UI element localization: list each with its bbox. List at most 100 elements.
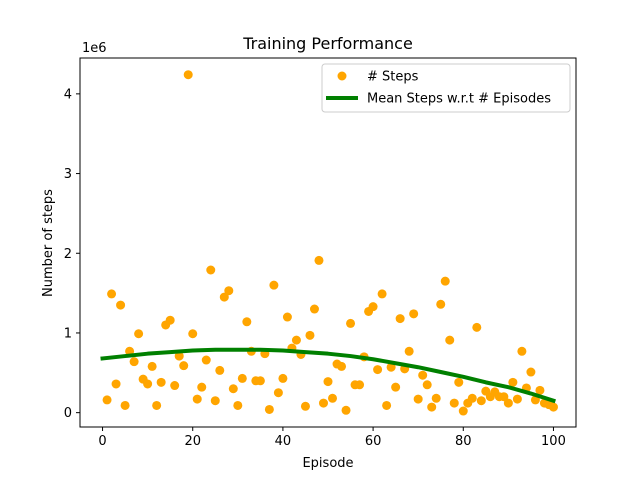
x-tick-label: 100 [541,434,566,449]
scatter-point [314,255,324,265]
scatter-point [147,361,157,371]
mean-steps-line [100,347,556,404]
scatter-point [206,265,216,275]
scatter-point [499,392,509,402]
scatter-point [526,367,536,377]
plot-area [100,70,558,416]
scatter-point [467,393,477,403]
scatter-point [346,318,356,328]
scatter-point [409,309,419,319]
scatter-point [373,365,383,375]
scatter-point [228,384,238,394]
scatter-point [102,395,112,405]
scatter-point [449,398,459,408]
scatter-point [458,406,468,416]
scatter-point [179,361,189,371]
scatter-point [237,373,247,383]
x-tick-label: 60 [365,434,382,449]
y-tick-label: 4 [64,87,72,102]
scatter-point [503,398,513,408]
legend-marker-steps [337,71,347,81]
scatter-point [476,396,486,406]
y-tick-label: 0 [64,406,72,421]
scatter-point [391,382,401,392]
scatter-point [382,400,392,410]
y-tick-label: 1 [64,326,72,341]
scatter-point [197,382,207,392]
y-tick-label: 2 [64,247,72,262]
y-tick-label: 3 [64,167,72,182]
scatter-point [273,388,283,398]
scatter-point [305,330,315,340]
scatter-point [152,400,162,410]
scatter-point [300,401,310,411]
scatter-point [535,385,545,395]
scatter-point [219,292,229,302]
scatter-point [183,70,193,80]
axes: 0 20 40 60 80 100 0 1 2 3 4 [64,57,577,449]
scatter-point [174,351,184,361]
axes-frame [79,57,577,428]
scatter-point [418,370,428,380]
x-tick-label: 0 [98,434,106,449]
scatter-point [318,398,328,408]
scatter-point [427,402,437,412]
legend-label-mean: Mean Steps w.r.t # Episodes [367,92,551,107]
scatter-point [201,355,211,365]
scatter-point [210,396,220,406]
scatter-point [323,377,333,387]
scatter-point [337,361,347,371]
x-tick-label: 20 [184,434,201,449]
scatter-point [413,394,423,404]
scatter-point [422,380,432,390]
scatter-point [282,312,292,322]
scatter-point [355,380,365,390]
scatter-point [404,346,414,356]
scatter-point [188,329,198,339]
x-axis-label: Episode [302,456,353,471]
scatter-point [368,302,378,312]
scatter-point [328,393,338,403]
x-tick-label: 80 [455,434,472,449]
scatter-point [224,286,234,296]
scatter-point [215,365,225,375]
scatter-point [111,379,121,389]
scatter-point [548,402,558,412]
scatter-point [269,280,279,290]
scatter-point [517,346,527,356]
scatter-point [255,376,265,386]
scatter-point [454,377,464,387]
chart-title: Training Performance [242,34,413,53]
scatter-point [107,289,117,299]
scatter-point [386,362,396,372]
scatter-point [472,322,482,332]
scatter-point [309,304,319,314]
scatter-point [192,394,202,404]
scatter-point [129,357,139,367]
scatter-point [170,381,180,391]
y-scale-label: 1e6 [82,41,107,56]
scatter-point [278,373,288,383]
scatter-point [508,377,518,387]
scatter-point [233,400,243,410]
x-tick-label: 40 [275,434,292,449]
scatter-point [242,317,252,327]
legend-frame [321,63,571,113]
scatter-point [120,400,130,410]
scatter-point [165,315,175,325]
scatter-point [116,300,126,310]
scatter-point [445,335,455,345]
scatter-point [143,379,153,389]
scatter-point [134,329,144,339]
scatter-point [512,394,522,404]
scatter-point [291,335,301,345]
scatter-point [440,276,450,286]
y-axis-label: Number of steps [41,189,56,297]
scatter-point [431,393,441,403]
legend: # Steps Mean Steps w.r.t # Episodes [321,63,571,113]
scatter-point [264,404,274,414]
legend-label-steps: # Steps [367,70,419,85]
scatter-point [436,299,446,309]
scatter-point [377,289,387,299]
